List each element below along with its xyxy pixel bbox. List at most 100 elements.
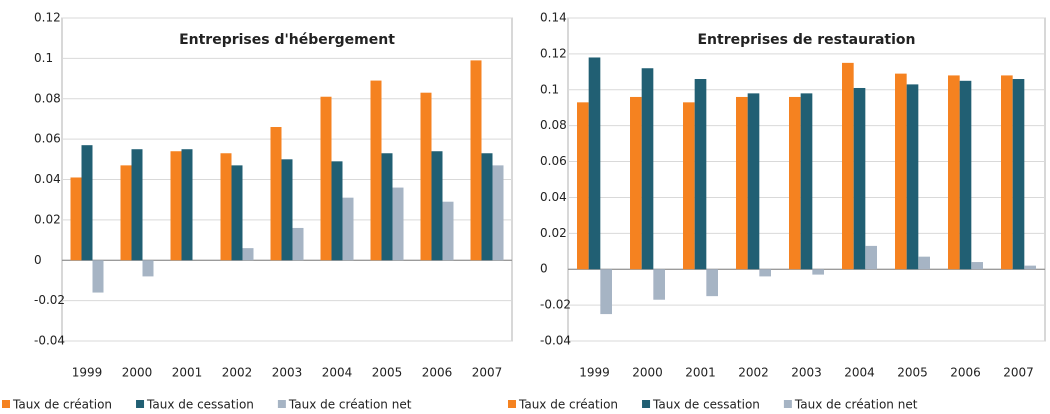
x-tick-label: 2003 xyxy=(791,366,822,380)
bar xyxy=(736,96,748,270)
x-tick-label: 2000 xyxy=(632,366,663,380)
legend-swatch xyxy=(783,400,792,408)
x-tick-label: 2005 xyxy=(897,366,928,380)
bar xyxy=(895,73,907,270)
bar xyxy=(1012,79,1025,270)
y-tick-label: 0.02 xyxy=(34,212,61,226)
bar xyxy=(588,57,601,270)
bar xyxy=(906,84,919,270)
legend-swatch xyxy=(2,400,10,408)
bar xyxy=(392,187,404,261)
bar xyxy=(220,153,232,261)
legend-label: Taux de création xyxy=(518,398,618,412)
y-tick-label: 0.08 xyxy=(540,118,567,132)
bar xyxy=(81,145,93,261)
bar xyxy=(370,80,382,261)
y-tick-label: 0.14 xyxy=(540,11,567,25)
chart-title: Entreprises de restauration xyxy=(697,32,915,48)
legend-swatch xyxy=(642,400,651,408)
y-tick-label: 0.04 xyxy=(540,190,567,204)
bar xyxy=(431,151,443,261)
bar xyxy=(242,248,254,261)
bar xyxy=(170,151,182,261)
x-tick-label: 2007 xyxy=(1003,366,1034,380)
bar xyxy=(120,165,132,261)
bar xyxy=(641,68,654,270)
y-tick-label: 0.12 xyxy=(34,11,61,25)
x-tick-label: 2004 xyxy=(322,366,353,380)
bar xyxy=(381,153,393,261)
y-tick-label: -0.02 xyxy=(540,298,571,312)
y-tick-label: 0 xyxy=(540,262,548,276)
bar xyxy=(842,62,854,270)
bar xyxy=(70,177,82,261)
bar xyxy=(1001,75,1013,270)
x-tick-label: 1999 xyxy=(72,366,103,380)
bar xyxy=(600,269,612,315)
bar xyxy=(683,102,695,270)
bar xyxy=(918,256,930,270)
bar xyxy=(181,149,193,261)
x-tick-label: 2000 xyxy=(122,366,153,380)
bar xyxy=(292,227,304,261)
bar xyxy=(959,80,972,270)
bar xyxy=(812,269,824,275)
y-tick-label: 0.08 xyxy=(34,91,61,105)
y-tick-label: 0.1 xyxy=(34,51,53,65)
bar xyxy=(342,197,354,261)
bar xyxy=(948,75,960,270)
y-tick-label: 0.12 xyxy=(540,46,567,60)
x-tick-label: 2001 xyxy=(685,366,716,380)
x-tick-label: 2006 xyxy=(422,366,453,380)
bar xyxy=(492,165,504,261)
bar xyxy=(92,260,104,293)
x-tick-label: 2005 xyxy=(372,366,403,380)
bar xyxy=(971,262,983,270)
legend-label: Taux de création net xyxy=(794,398,918,412)
bar xyxy=(759,269,771,277)
bar xyxy=(577,102,589,270)
bar xyxy=(865,245,877,270)
bar xyxy=(694,79,707,270)
legend-swatch xyxy=(508,400,516,408)
bar xyxy=(442,201,454,261)
bar xyxy=(653,269,665,300)
legend-swatch xyxy=(136,400,145,408)
bar xyxy=(320,96,332,261)
legend-label: Taux de création net xyxy=(288,398,412,412)
bar xyxy=(420,92,432,261)
bar xyxy=(853,87,866,270)
bar xyxy=(131,149,143,261)
y-tick-label: 0.1 xyxy=(540,82,559,96)
x-tick-label: 2007 xyxy=(472,366,503,380)
y-tick-label: 0 xyxy=(34,253,42,267)
chart-title: Entreprises d'hébergement xyxy=(179,32,395,48)
x-tick-label: 2002 xyxy=(222,366,253,380)
bar xyxy=(142,260,154,277)
bar xyxy=(270,127,282,261)
bar xyxy=(800,93,813,270)
x-tick-label: 2001 xyxy=(172,366,203,380)
bar xyxy=(481,153,493,261)
legend-label: Taux de cessation xyxy=(652,398,760,412)
x-tick-label: 2004 xyxy=(844,366,875,380)
bar xyxy=(747,93,760,270)
bar xyxy=(1024,265,1036,270)
y-tick-label: 0.06 xyxy=(540,154,567,168)
x-tick-label: 1999 xyxy=(579,366,610,380)
bar xyxy=(630,96,642,270)
bar xyxy=(470,60,482,261)
bar xyxy=(281,159,293,261)
x-tick-label: 2002 xyxy=(738,366,769,380)
bar xyxy=(706,269,718,297)
y-tick-label: 0.04 xyxy=(34,172,61,186)
y-tick-label: 0.06 xyxy=(34,132,61,146)
y-tick-label: -0.04 xyxy=(540,334,571,348)
legend-label: Taux de cessation xyxy=(146,398,254,412)
bar xyxy=(331,161,343,261)
legend-swatch xyxy=(277,400,286,408)
legend-label: Taux de création xyxy=(12,398,112,412)
bar xyxy=(231,165,243,261)
y-tick-label: -0.02 xyxy=(34,293,65,307)
